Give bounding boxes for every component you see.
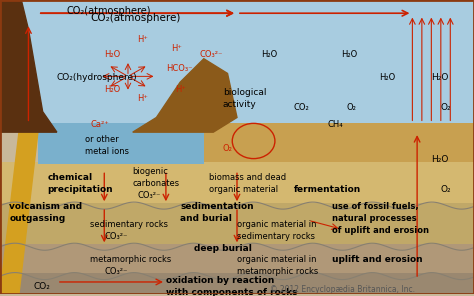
Text: CO₂(atmosphere): CO₂(atmosphere) <box>90 14 181 23</box>
Text: organic material in: organic material in <box>237 220 317 229</box>
Text: use of fossil fuels,: use of fossil fuels, <box>332 202 419 211</box>
Text: H⁺: H⁺ <box>171 44 182 53</box>
Text: H⁺: H⁺ <box>175 85 186 94</box>
Text: metamorphic rocks: metamorphic rocks <box>90 255 171 264</box>
Text: sedimentary rocks: sedimentary rocks <box>237 232 315 241</box>
Text: with components of rocks: with components of rocks <box>166 288 297 296</box>
Text: CO₃²⁻: CO₃²⁻ <box>137 191 161 200</box>
Text: biological: biological <box>223 88 266 97</box>
FancyBboxPatch shape <box>0 162 474 206</box>
Text: Ca²⁺: Ca²⁺ <box>90 120 109 129</box>
Text: O₂: O₂ <box>223 144 233 153</box>
Text: metal ions: metal ions <box>85 147 129 156</box>
Text: H⁺: H⁺ <box>137 94 148 103</box>
Text: of uplift and erosion: of uplift and erosion <box>332 226 429 235</box>
Text: oxidation by reaction: oxidation by reaction <box>166 276 274 285</box>
FancyBboxPatch shape <box>38 123 204 165</box>
Text: and burial: and burial <box>180 214 232 223</box>
Text: H₂O: H₂O <box>341 50 357 59</box>
Text: or other: or other <box>85 135 119 144</box>
Text: H₂O: H₂O <box>104 85 120 94</box>
Text: volcanism and: volcanism and <box>9 202 82 211</box>
Text: H₂O: H₂O <box>431 73 449 82</box>
Text: O₂: O₂ <box>346 103 356 112</box>
Text: CO₂: CO₂ <box>294 103 310 112</box>
Text: © 2012 Encyclopædia Britannica, Inc.: © 2012 Encyclopædia Britannica, Inc. <box>270 285 415 294</box>
Text: biogenic: biogenic <box>133 167 169 176</box>
Text: activity: activity <box>223 100 256 109</box>
Text: CO₂(hydrosphere): CO₂(hydrosphere) <box>57 73 137 82</box>
Text: CO₃²⁻: CO₃²⁻ <box>104 232 128 241</box>
Text: deep burial: deep burial <box>194 244 252 252</box>
Text: uplift and erosion: uplift and erosion <box>332 255 422 264</box>
Text: organic material in: organic material in <box>237 255 317 264</box>
Text: CO₃²⁻: CO₃²⁻ <box>104 267 128 276</box>
Text: O₂: O₂ <box>441 185 451 194</box>
Text: CO₃²⁻: CO₃²⁻ <box>199 50 222 59</box>
Text: H₂O: H₂O <box>261 50 277 59</box>
FancyBboxPatch shape <box>38 123 474 165</box>
Polygon shape <box>133 59 237 132</box>
Text: metamorphic rocks: metamorphic rocks <box>237 267 318 276</box>
FancyBboxPatch shape <box>0 273 474 294</box>
Text: natural processes: natural processes <box>332 214 417 223</box>
Text: O₂: O₂ <box>441 103 451 112</box>
Text: carbonates: carbonates <box>133 179 180 188</box>
Text: H₂O: H₂O <box>431 155 449 165</box>
Text: HCO₃⁻: HCO₃⁻ <box>166 65 192 73</box>
Polygon shape <box>0 132 38 294</box>
Text: sedimentation: sedimentation <box>180 202 254 211</box>
FancyBboxPatch shape <box>0 0 474 132</box>
Text: CO₂(atmosphere): CO₂(atmosphere) <box>66 7 151 17</box>
Text: precipitation: precipitation <box>47 185 113 194</box>
Text: sedimentary rocks: sedimentary rocks <box>90 220 168 229</box>
FancyBboxPatch shape <box>0 203 474 247</box>
Text: CO₂: CO₂ <box>33 282 50 291</box>
Polygon shape <box>0 0 57 132</box>
FancyBboxPatch shape <box>0 244 474 276</box>
Text: biomass and dead: biomass and dead <box>209 173 286 182</box>
Text: CH₄: CH₄ <box>327 120 343 129</box>
Text: chemical: chemical <box>47 173 92 182</box>
Text: organic material: organic material <box>209 185 278 194</box>
Text: H₂O: H₂O <box>104 50 120 59</box>
Text: H⁺: H⁺ <box>137 35 148 44</box>
Text: H₂O: H₂O <box>379 73 395 82</box>
Text: fermentation: fermentation <box>294 185 361 194</box>
Text: outgassing: outgassing <box>9 214 66 223</box>
